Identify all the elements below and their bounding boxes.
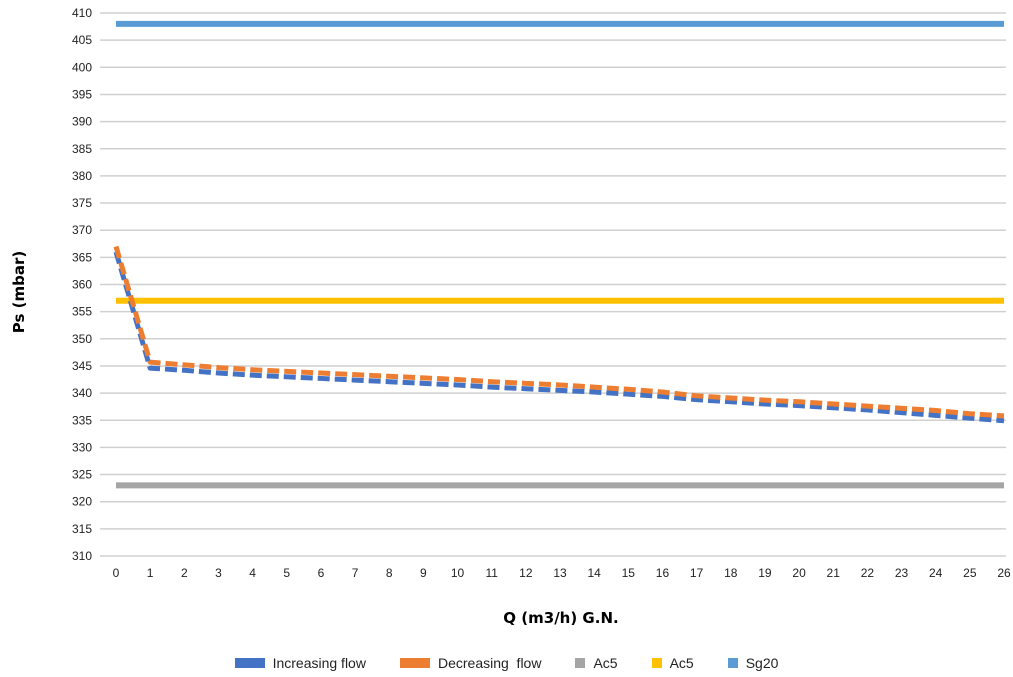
- x-tick-label: 14: [587, 566, 601, 580]
- x-tick-label: 16: [656, 566, 670, 580]
- legend-item: Increasing flow: [234, 655, 366, 671]
- x-tick-label: 23: [895, 566, 909, 580]
- x-tick-label: 17: [690, 566, 704, 580]
- x-tick-label: 3: [215, 566, 222, 580]
- y-tick-label: 340: [72, 386, 92, 400]
- legend-label: Sg20: [745, 655, 779, 671]
- y-tick-label: 320: [72, 495, 92, 509]
- legend-swatch: [234, 658, 265, 668]
- legend-item: Decreasing flow: [399, 655, 542, 671]
- x-tick-label: 26: [997, 566, 1011, 580]
- legend-item: Sg20: [727, 655, 779, 671]
- x-tick-label: 20: [792, 566, 806, 580]
- x-tick-label: 8: [386, 566, 393, 580]
- y-axis-title: Ps (mbar): [10, 251, 28, 333]
- gridlines: [100, 12, 1006, 557]
- x-tick-label: 22: [861, 566, 875, 580]
- y-tick-label: 400: [72, 60, 92, 74]
- y-tick-label: 335: [72, 413, 92, 427]
- y-tick-label: 350: [72, 332, 92, 346]
- legend-label: Ac5: [669, 655, 694, 671]
- x-tick-label: 7: [352, 566, 359, 580]
- x-tick-label: 13: [553, 566, 567, 580]
- x-tick-label: 25: [963, 566, 977, 580]
- x-tick-label: 21: [827, 566, 841, 580]
- legend-swatch: [727, 658, 738, 668]
- x-tick-label: 10: [451, 566, 465, 580]
- x-axis-title: Q (m3/h) G.N.: [503, 609, 618, 627]
- legend-item: Ac5: [651, 655, 694, 671]
- y-tick-label: 385: [72, 142, 92, 156]
- y-tick-label: 375: [72, 196, 92, 210]
- x-tick-label: 15: [622, 566, 636, 580]
- x-tick-labels: 0 1 2 3 4 5 6 7 8 9 10 11 12 13 14 15 16 17 18 19 20 21 22 23 24…: [113, 566, 1011, 580]
- legend-swatch: [399, 658, 430, 668]
- series-lines: [113, 20, 1005, 489]
- y-tick-labels: 310 315 320 325 330 335 340 345 350 355 360 365 370 3…: [72, 6, 92, 563]
- x-tick-label: 5: [283, 566, 290, 580]
- x-tick-label: 19: [758, 566, 772, 580]
- y-tick-label: 410: [72, 6, 92, 20]
- y-tick-label: 315: [72, 522, 92, 536]
- x-tick-label: 0: [113, 566, 120, 580]
- legend: Increasing flow Decreasing flow Ac5 Ac5 Sg20: [0, 652, 1013, 674]
- x-tick-label: 1: [147, 566, 154, 580]
- x-tick-label: 4: [249, 566, 256, 580]
- y-tick-label: 370: [72, 223, 92, 237]
- y-tick-label: 345: [72, 359, 92, 373]
- legend-item: Ac5: [575, 655, 618, 671]
- x-tick-label: 9: [420, 566, 427, 580]
- y-tick-label: 395: [72, 87, 92, 101]
- x-tick-label: 12: [519, 566, 533, 580]
- y-tick-label: 380: [72, 169, 92, 183]
- x-tick-label: 6: [318, 566, 325, 580]
- x-tick-label: 18: [724, 566, 738, 580]
- legend-swatch: [575, 658, 586, 668]
- y-tick-label: 330: [72, 440, 92, 454]
- y-tick-label: 310: [72, 549, 92, 563]
- y-tick-label: 365: [72, 250, 92, 264]
- y-tick-label: 360: [72, 278, 92, 292]
- series-line-decreasing-flow: [113, 245, 1005, 419]
- y-tick-label: 325: [72, 468, 92, 482]
- x-tick-label: 2: [181, 566, 188, 580]
- series-line-increasing-flow: [113, 251, 1005, 424]
- legend-label: Decreasing flow: [437, 655, 542, 671]
- y-tick-label: 405: [72, 33, 92, 47]
- x-tick-label: 24: [929, 566, 943, 580]
- y-tick-label: 355: [72, 305, 92, 319]
- legend-label: Increasing flow: [272, 655, 366, 671]
- x-tick-label: 11: [485, 566, 498, 580]
- y-tick-label: 390: [72, 115, 92, 129]
- legend-label: Ac5: [593, 655, 618, 671]
- legend-swatch: [651, 658, 662, 668]
